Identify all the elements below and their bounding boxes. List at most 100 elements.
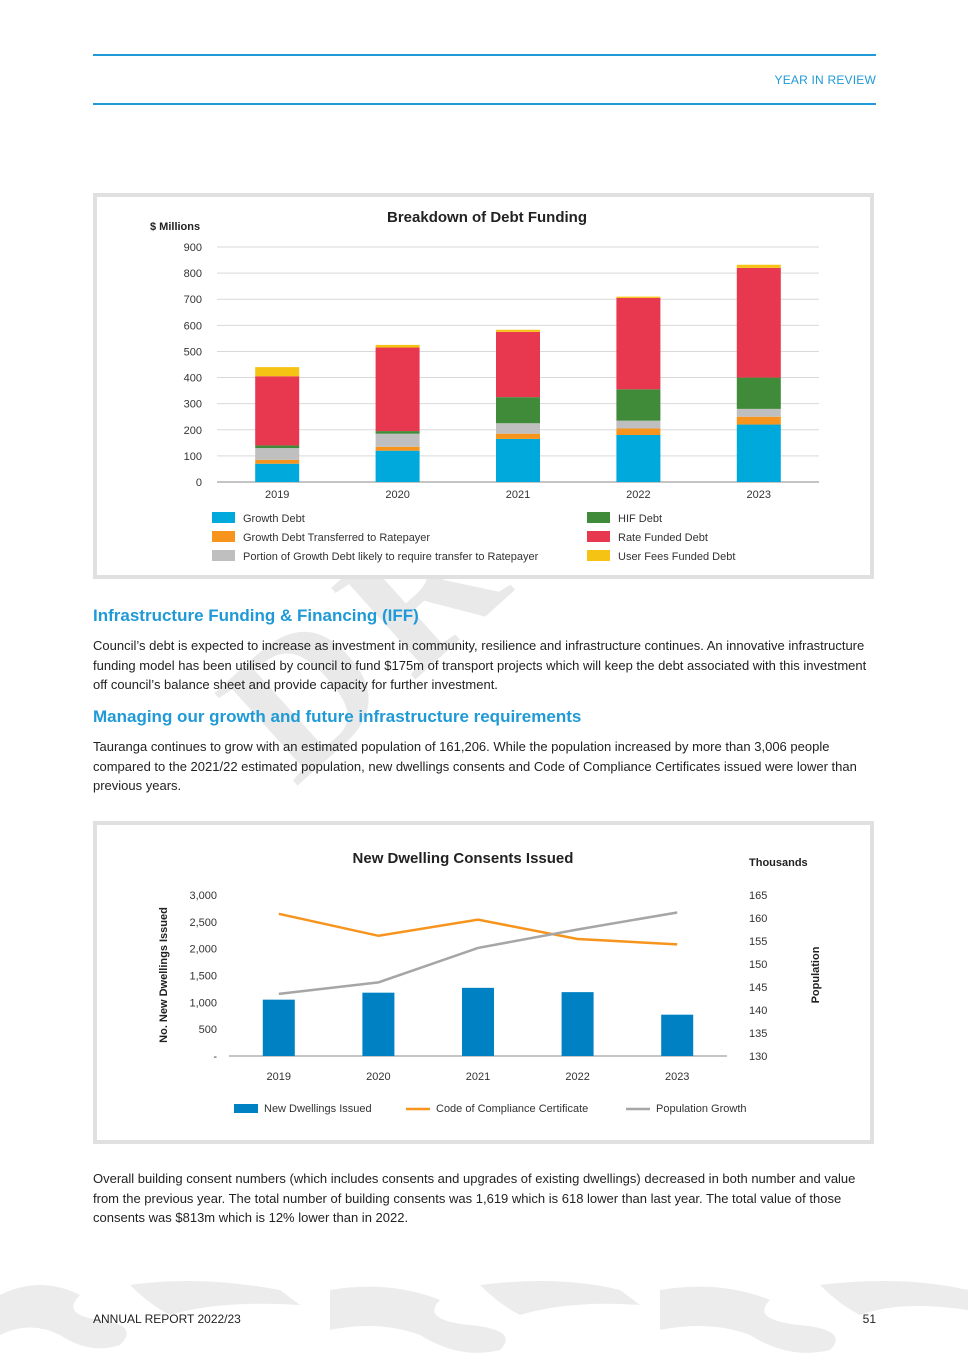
bar-segment	[375, 450, 420, 482]
x-tick-label: 2022	[565, 1071, 589, 1083]
section-label: YEAR IN REVIEW	[774, 73, 876, 87]
population-line	[278, 911, 678, 996]
chart-title: New Dwelling Consents Issued	[353, 850, 574, 867]
legend-label: Growth Debt Transferred to Ratepayer	[243, 532, 430, 544]
right-tick-label: 130	[749, 1051, 767, 1063]
bar-segment	[496, 331, 540, 398]
iff-paragraph: Council’s debt is expected to increase a…	[93, 638, 867, 692]
bar-segment	[736, 408, 781, 417]
right-unit-label: Thousands	[749, 857, 808, 869]
left-tick-label: 2,000	[189, 944, 217, 956]
x-tick-label: 2023	[665, 1071, 689, 1083]
legend-label: User Fees Funded Debt	[618, 551, 735, 563]
growth-paragraph: Tauranga continues to grow with an estim…	[93, 739, 857, 793]
y-tick-label: 0	[196, 477, 202, 489]
ccc-line	[278, 912, 678, 946]
bar-segment	[255, 376, 300, 446]
bar-segment	[255, 445, 300, 449]
bar-segment	[616, 296, 661, 298]
bar-segment	[496, 423, 540, 434]
bar-segment	[616, 297, 661, 390]
left-tick-label: 1,000	[189, 997, 217, 1009]
right-tick-label: 165	[749, 890, 767, 902]
legend-label: Growth Debt	[243, 513, 305, 525]
dwelling-bar	[362, 992, 395, 1056]
legend-label: New Dwellings Issued	[264, 1103, 372, 1115]
legend-swatch	[212, 531, 235, 542]
dwelling-bar	[262, 999, 295, 1056]
legend-label: Portion of Growth Debt likely to require…	[243, 551, 539, 563]
x-tick-label: 2023	[747, 489, 771, 501]
dwelling-consents-chart-svg: New Dwelling Consents Issued Thousands No.…	[158, 850, 822, 1115]
right-tick-label: 150	[749, 959, 767, 971]
chart-title: Breakdown of Debt Funding	[387, 209, 587, 226]
iff-heading: Infrastructure Funding & Financing (IFF)	[93, 606, 419, 625]
legend-swatch	[212, 550, 235, 561]
bar-segment	[255, 448, 300, 460]
x-tick-label: 2019	[265, 489, 289, 501]
debt-funding-chart-svg: Breakdown of Debt Funding $ Millions 0 100 2…	[150, 209, 819, 563]
y-tick-label: 800	[184, 268, 202, 280]
bar-segment	[496, 397, 540, 424]
y-tick-label: 600	[184, 320, 202, 332]
dwelling-bar	[462, 987, 494, 1056]
bar-segment	[736, 264, 781, 268]
legend-swatch	[587, 531, 610, 542]
bar-segment	[375, 344, 420, 348]
legend-swatch	[587, 512, 610, 523]
bar-segment	[496, 433, 540, 439]
x-tick-label: 2022	[626, 489, 650, 501]
bar-segment	[736, 416, 781, 425]
bar-segment	[255, 459, 300, 464]
y-tick-label: 200	[184, 425, 202, 437]
legend-label: Population Growth	[656, 1103, 747, 1115]
bar-segment	[375, 431, 420, 434]
bar-segment	[255, 367, 300, 377]
y-tick-label: 300	[184, 399, 202, 411]
legend-label: Code of Compliance Certificate	[436, 1103, 588, 1115]
growth-heading: Managing our growth and future infrastru…	[93, 707, 582, 726]
bar-segment	[616, 389, 661, 421]
x-tick-label: 2020	[385, 489, 409, 501]
right-tick-label: 160	[749, 913, 767, 925]
legend-swatch	[234, 1104, 258, 1113]
closing-paragraph: Overall building consent numbers (which …	[93, 1171, 856, 1225]
x-tick-label: 2020	[366, 1071, 390, 1083]
bar-segment	[375, 433, 420, 447]
x-tick-label: 2021	[506, 489, 530, 501]
bar-segment	[375, 446, 420, 451]
y-tick-label: 100	[184, 451, 202, 463]
dwelling-bar	[561, 992, 594, 1056]
left-tick-label: 1,500	[189, 971, 217, 983]
legend-label: Rate Funded Debt	[618, 532, 708, 544]
legend-swatch	[212, 512, 235, 523]
right-axis-label: Population	[810, 946, 822, 1003]
bar-segment	[496, 329, 540, 332]
y-tick-label: 700	[184, 294, 202, 306]
bar-segment	[616, 420, 661, 429]
unit-label: $ Millions	[150, 221, 200, 233]
y-tick-label: 400	[184, 373, 202, 385]
right-tick-label: 135	[749, 1028, 767, 1040]
dwelling-bar	[661, 1014, 694, 1056]
debt-funding-chart: Breakdown of Debt Funding $ Millions 0 100 2…	[93, 193, 874, 579]
footer-report-title: ANNUAL REPORT 2022/23	[93, 1312, 241, 1326]
page-number: 51	[862, 1312, 876, 1326]
right-tick-label: 140	[749, 1005, 767, 1017]
bar-segment	[736, 267, 781, 378]
right-tick-label: 145	[749, 982, 767, 994]
left-tick-label: 3,000	[189, 890, 217, 902]
left-tick-label: 500	[199, 1024, 217, 1036]
x-tick-label: 2019	[267, 1071, 291, 1083]
bar-segment	[616, 428, 661, 435]
footer-pattern	[0, 1281, 968, 1353]
header-rule-top	[93, 54, 876, 56]
dwelling-consents-chart: New Dwelling Consents Issued Thousands No.…	[93, 821, 874, 1144]
y-tick-label: 500	[184, 346, 202, 358]
left-axis-label: No. New Dwellings Issued	[158, 907, 170, 1043]
bar-segment	[736, 377, 781, 409]
left-tick-label: 2,500	[189, 917, 217, 929]
legend-swatch	[587, 550, 610, 561]
bar-segment	[255, 463, 300, 482]
legend-label: HIF Debt	[618, 513, 662, 525]
